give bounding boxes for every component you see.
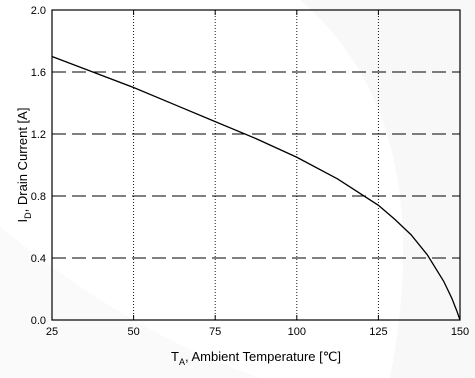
y-tick-label: 1.2 xyxy=(31,129,46,141)
x-tick-label: 100 xyxy=(288,326,306,338)
y-tick-label: 0.0 xyxy=(31,315,46,327)
y-tick-label: 0.4 xyxy=(31,253,46,265)
y-tick-label: 0.8 xyxy=(31,191,46,203)
x-tick-label: 125 xyxy=(369,326,387,338)
x-tick-label: 150 xyxy=(451,326,469,338)
grid-lines xyxy=(52,10,460,320)
x-axis-label: TA, Ambient Temperature [℃] xyxy=(171,349,341,367)
x-tick-label: 50 xyxy=(127,326,139,338)
plot-frame xyxy=(51,9,461,321)
y-tick-label: 2.0 xyxy=(31,5,46,17)
drain-current-curve xyxy=(51,55,461,321)
x-tick-label: 25 xyxy=(46,326,58,338)
y-tick-label: 1.6 xyxy=(31,67,46,79)
y-axis-label: ID, Drain Current [A] xyxy=(15,108,33,223)
x-tick-label: 75 xyxy=(209,326,221,338)
axis-ticks xyxy=(51,9,461,321)
x-tick-labels: 25 50 75 100 125 150 xyxy=(46,326,469,338)
y-tick-labels: 0.0 0.4 0.8 1.2 1.6 2.0 xyxy=(31,5,46,327)
